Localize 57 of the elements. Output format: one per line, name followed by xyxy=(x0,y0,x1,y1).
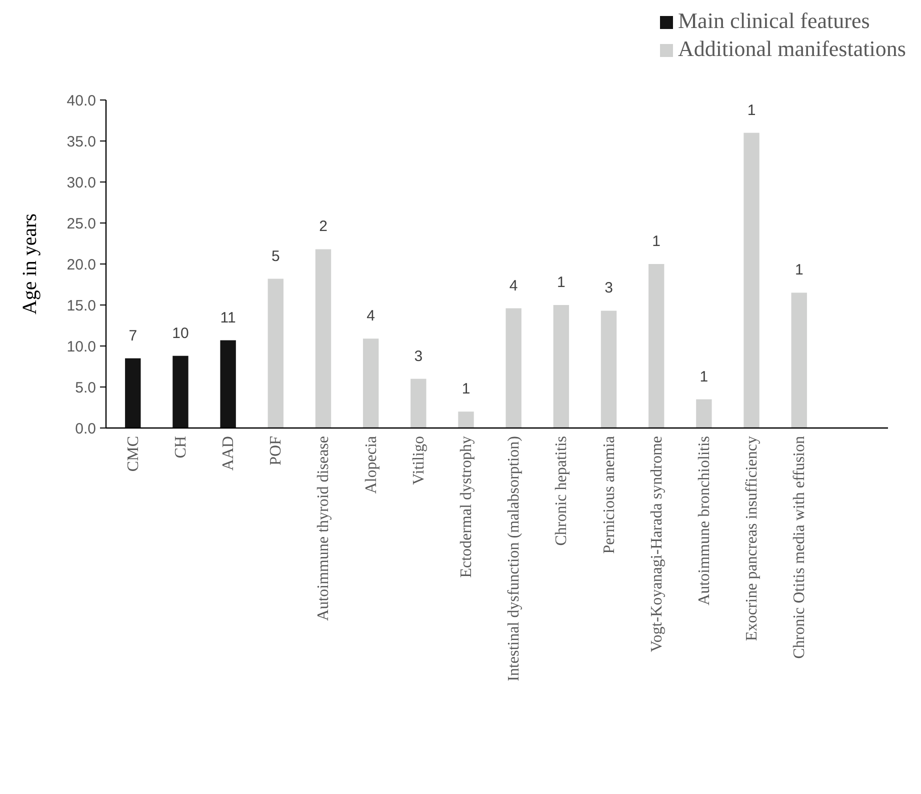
y-tick-label: 5.0 xyxy=(75,379,96,396)
annotation: 10 xyxy=(172,324,189,342)
annotation: 4 xyxy=(509,277,518,294)
y-tick-label: 15.0 xyxy=(66,297,96,314)
y-tick-label: 20.0 xyxy=(66,256,96,274)
bar xyxy=(696,399,712,428)
x-tick-label: POF xyxy=(268,436,285,466)
y-tick-label: 30.0 xyxy=(66,174,96,192)
annotation: 1 xyxy=(700,368,708,386)
bar xyxy=(458,412,474,428)
annotation: 1 xyxy=(794,262,804,279)
bar xyxy=(268,278,284,428)
x-tick-label: Vitiligo xyxy=(410,436,428,485)
bar xyxy=(553,305,570,428)
bar xyxy=(791,292,807,428)
y-axis-title: Age in years xyxy=(19,213,41,315)
y-tick-label: 40.0 xyxy=(66,92,96,110)
x-tick-label: CH xyxy=(172,436,190,458)
legend-label: Additional manifestations xyxy=(678,36,906,61)
y-tick-label: 0.0 xyxy=(75,420,96,438)
bar xyxy=(410,378,426,428)
bar xyxy=(648,264,664,428)
x-tick-label: Intestinal dysfunction (malabsorption) xyxy=(506,436,523,682)
x-tick-label: Autoimmune thyroid disease xyxy=(315,436,332,621)
annotation: 3 xyxy=(604,280,613,297)
x-tick-label: Chronic hepatitis xyxy=(553,436,570,546)
x-tick-label: Alopecia xyxy=(362,436,380,494)
y-tick-label: 10.0 xyxy=(66,338,96,356)
y-tick-label: 35.0 xyxy=(66,133,96,150)
x-tick-label: AAD xyxy=(220,436,238,471)
bar xyxy=(362,338,379,428)
bar xyxy=(506,308,522,428)
bar xyxy=(125,358,141,428)
annotation: 1 xyxy=(747,102,756,119)
annotation: 3 xyxy=(414,348,423,365)
annotation: 1 xyxy=(557,274,566,291)
annotation: 5 xyxy=(271,248,280,265)
annotation: 4 xyxy=(366,308,375,325)
bar xyxy=(220,340,236,428)
y-tick-label: 25.0 xyxy=(66,215,96,232)
annotation: 2 xyxy=(319,218,328,236)
annotation: 1 xyxy=(462,380,470,398)
x-tick-label: Autoimmune bronchiolitis xyxy=(696,436,713,606)
x-tick-label: Exocrine pancreas insufficiency xyxy=(744,436,761,641)
x-tick-label: Pernicious anemia xyxy=(600,436,618,554)
annotation: 7 xyxy=(128,327,138,344)
bar xyxy=(315,249,332,428)
x-tick-label: Vogt-Koyanagi-Harada syndrome xyxy=(648,436,666,652)
legend-label: Main clinical features xyxy=(678,8,870,33)
x-tick-label: Chronic Otitis media with effusion xyxy=(791,436,808,659)
x-tick-label: CMC xyxy=(124,436,142,472)
annotation: 1 xyxy=(652,233,661,250)
bar xyxy=(172,356,188,428)
annotation: 11 xyxy=(220,309,236,326)
x-tick-label: Ectodermal dystrophy xyxy=(458,436,475,578)
bar xyxy=(744,132,760,428)
bar xyxy=(600,310,617,428)
